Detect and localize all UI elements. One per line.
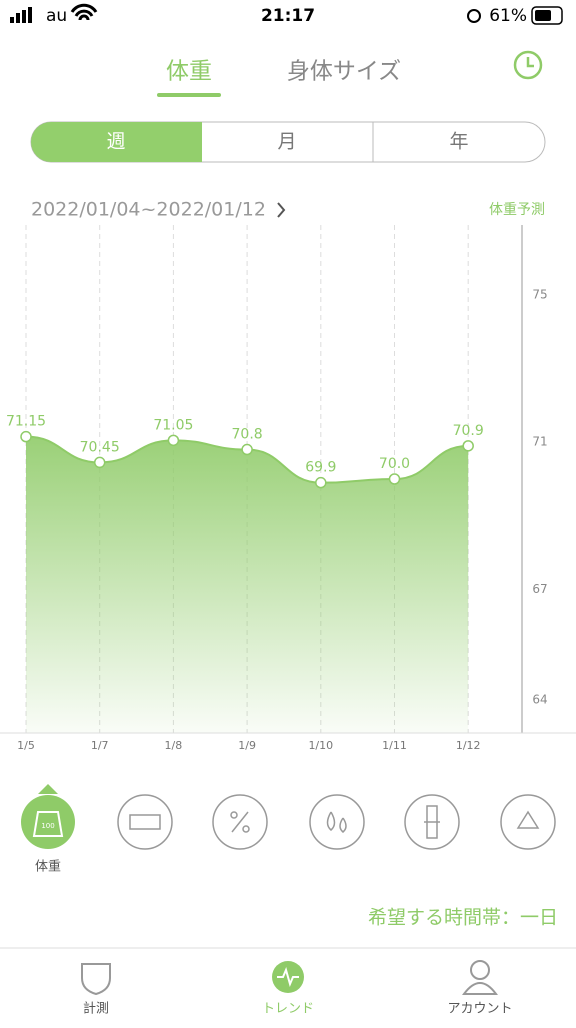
wifi	[70, 3, 98, 21]
y-tick-label: 67	[532, 582, 547, 596]
weight-glyph	[32, 811, 64, 837]
segment-year[interactable]: 年	[449, 131, 468, 153]
water-icon[interactable]	[309, 794, 365, 850]
forecast-label[interactable]: 体重予測	[489, 202, 545, 218]
tab-weight[interactable]: 体重	[166, 59, 212, 85]
selected-indicator	[38, 784, 58, 794]
account-icon[interactable]	[462, 960, 498, 995]
value-label: 70.9	[453, 423, 484, 439]
weight-icon-text: 100	[41, 822, 54, 830]
x-tick-label: 1/9	[238, 739, 256, 752]
segment-month[interactable]: 月	[277, 131, 296, 153]
nav-account[interactable]: アカウント	[447, 1002, 512, 1017]
chevron	[277, 202, 286, 218]
metric-label: 体重	[35, 859, 61, 875]
point	[241, 443, 253, 456]
point	[167, 434, 180, 447]
y-tick-label: 71	[532, 435, 547, 449]
x-tick-label: 1/11	[382, 739, 407, 752]
metric-icons	[117, 794, 556, 850]
size-icon[interactable]	[117, 794, 173, 850]
nav-trend[interactable]: トレンド	[262, 1002, 314, 1017]
metabolism-icon[interactable]	[500, 794, 556, 850]
area	[26, 436, 469, 733]
y-tick-label: 64	[532, 692, 547, 706]
nav-measure[interactable]: 計測	[83, 1001, 109, 1017]
value-label: 71.15	[6, 414, 46, 430]
battery-level	[535, 10, 551, 21]
date-range[interactable]: 2022/01/04~2022/01/12	[31, 199, 266, 221]
value-label: 70.45	[80, 439, 120, 455]
y-tick-label: 75	[532, 287, 547, 301]
x-tick-label: 1/7	[91, 739, 109, 752]
battery-percent: 61%	[489, 6, 527, 26]
tab-body-size[interactable]: 身体サイズ	[287, 59, 401, 85]
chart: 1/5 1/7 1/8 1/9 1/10 1/11 1/12 64 67 71 75 71.15 70.…	[6, 225, 548, 752]
point	[20, 430, 32, 443]
x-tick-label: 1/8	[165, 739, 183, 752]
value-label: 71.05	[153, 417, 193, 433]
tab-underline	[157, 93, 221, 97]
history-button[interactable]	[513, 50, 543, 80]
trend-glyph	[277, 967, 299, 987]
point	[315, 476, 327, 489]
clock: 21:17	[261, 6, 315, 26]
x-tick-label: 1/12	[456, 739, 481, 752]
rotation-lock	[467, 9, 481, 23]
point	[388, 473, 401, 485]
signal	[10, 7, 32, 23]
carrier: au	[46, 6, 67, 26]
bone-icon[interactable]	[404, 794, 460, 850]
value-label: 69.9	[305, 460, 336, 476]
x-tick-label: 1/5	[17, 739, 35, 752]
value-label: 70.8	[232, 427, 263, 443]
point	[93, 456, 106, 469]
x-tick-label: 1/10	[308, 739, 333, 752]
time-preference[interactable]: 希望する時間帯：一日	[368, 907, 558, 929]
segment-active	[31, 122, 202, 162]
value-label: 70.0	[379, 456, 410, 472]
measure-icon[interactable]	[81, 963, 111, 996]
battery	[531, 6, 563, 25]
fat-icon[interactable]	[212, 794, 268, 850]
segment-week[interactable]: 週	[106, 131, 125, 153]
point	[462, 440, 474, 452]
